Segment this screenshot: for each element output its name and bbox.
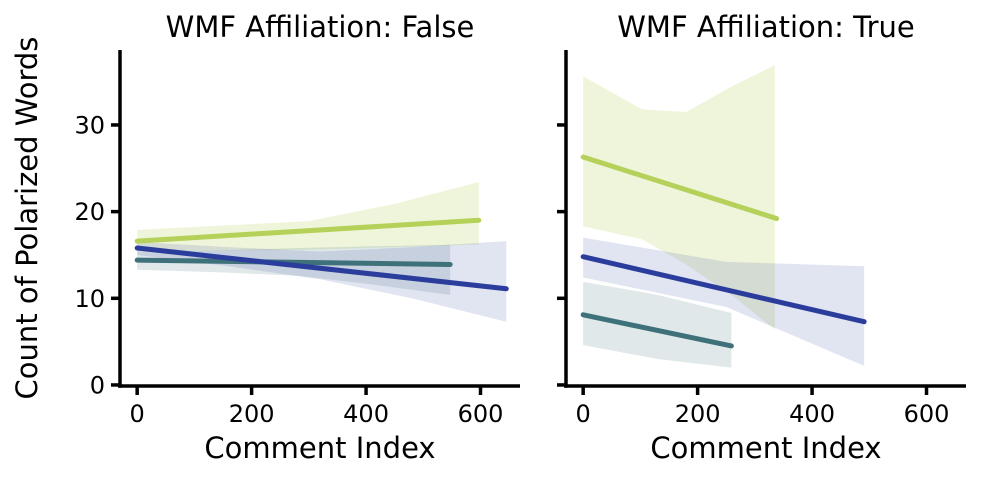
ci-band-green-series [583,65,775,330]
regression-line-green-series [580,154,780,222]
y-tick-label: 0 [90,371,105,399]
regression-line-green-series [134,217,482,244]
ci-band-teal-series [583,281,732,368]
panel-title-true: WMF Affiliation: True [617,10,915,44]
ci-band-blue-series [583,237,865,366]
y-tick-label: 10 [74,285,105,313]
regression-line-blue-series [580,254,867,325]
y-tick-label: 30 [74,111,105,139]
subplot-0: 0 200 400 600 0 10 20 30 [74,50,520,428]
x-tick-label: 200 [229,400,275,428]
panel-title-false: WMF Affiliation: False [165,10,475,44]
x-tick-label: 200 [675,400,721,428]
regression-line-teal-series [580,312,734,349]
y-axis-label: Count of Polarized Words [10,36,44,400]
ci-band-green-series [137,182,479,253]
y-tick-label: 20 [74,198,105,226]
subplot-1: 0 200 400 600 [557,50,966,428]
x-tick-label: 600 [458,400,504,428]
x-tick-label: 0 [576,400,591,428]
x-tick-label: 0 [130,400,145,428]
x-tick-label: 400 [789,400,835,428]
regression-line-blue-series [134,245,509,292]
x-axis-label-true: Comment Index [650,431,882,465]
x-tick-label: 600 [904,400,950,428]
x-axis-label-false: Comment Index [204,431,436,465]
regression-line-teal-series [134,257,453,267]
x-tick-label: 400 [343,400,389,428]
